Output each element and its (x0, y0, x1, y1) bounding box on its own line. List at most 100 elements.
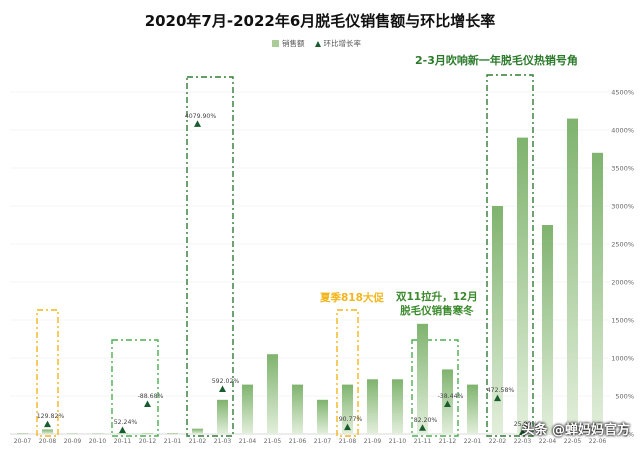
growth-label-20-11: 52.24% (114, 419, 138, 426)
box-21-08 (336, 309, 359, 437)
growth-label-21-08: 90.77% (339, 416, 363, 423)
bar-21-02 (192, 428, 203, 434)
watermark: 头条 @蝉妈妈官方 (521, 423, 630, 438)
growth-marker-21-03 (219, 385, 226, 393)
bar-21-07 (317, 399, 328, 434)
growth-marker-22-02 (494, 394, 501, 402)
bar-21-09 (367, 379, 378, 434)
box-20-11-12 (111, 339, 159, 437)
bar-22-04 (542, 225, 553, 434)
x-tick-label: 21-04 (239, 438, 257, 445)
gridlines (10, 91, 610, 435)
x-tick-label: 21-07 (314, 438, 332, 445)
legend-item-sales: 销售额 (272, 38, 305, 49)
bar-21-10 (392, 379, 403, 434)
x-tick-label: 21-01 (164, 438, 182, 445)
growth-marker-21-02 (194, 120, 201, 127)
growth-marker-20-12 (144, 400, 151, 407)
y-right-tick-label: 1500% (611, 317, 634, 325)
x-tick-label: 21-11 (414, 438, 432, 445)
bar-20-07 (17, 433, 28, 434)
y-right-tick-label: 2500% (611, 241, 634, 249)
bar-21-03 (217, 399, 228, 434)
annotation-double11: 双11拉升，12月 脱毛仪销售寒冬 (396, 290, 478, 318)
x-tick-label: 20-10 (89, 438, 107, 445)
bar-21-01 (167, 433, 178, 434)
growth-marker-21-11 (419, 424, 426, 431)
x-tick-label: 20-07 (14, 438, 32, 445)
chart-title: 2020年7月-2022年6月脱毛仪销售额与环比增长率 (144, 12, 496, 30)
x-tick-label: 22-05 (564, 438, 582, 445)
bar-22-05 (567, 118, 578, 434)
box-20-08 (36, 309, 59, 437)
growth-label-20-08: 129.82% (37, 413, 65, 420)
box-21-11-12 (411, 339, 459, 437)
growth-marker-21-12 (444, 400, 451, 407)
bar-20-08 (42, 429, 53, 434)
annotation-boxes (36, 74, 534, 437)
annotation-summer: 夏季818大促 (320, 292, 384, 304)
bar-22-06 (592, 152, 603, 435)
bar-21-11 (417, 323, 428, 434)
bar-21-06 (292, 384, 303, 434)
x-tick-label: 21-02 (189, 438, 207, 445)
x-tick-label: 20-11 (114, 438, 132, 445)
bar-20-09 (67, 433, 78, 434)
x-tick-label: 21-08 (339, 438, 357, 445)
x-tick-label: 22-06 (589, 438, 607, 445)
y-right-tick-label: 4000% (611, 127, 634, 135)
box-22-02-03 (486, 74, 534, 437)
x-tick-label: 20-08 (39, 438, 57, 445)
legend: 销售额 环比增长率 (272, 38, 361, 49)
x-tick-label: 22-02 (489, 438, 507, 445)
annotation-double11-line2: 脱毛仪销售寒冬 (400, 305, 474, 317)
y-right-tick-label: 0% (624, 431, 634, 439)
annotation-double11-line1: 双11拉升，12月 (396, 291, 478, 303)
bar-20-10 (92, 433, 103, 434)
x-tick-label: 22-01 (464, 438, 482, 445)
x-tick-label: 21-06 (289, 438, 307, 445)
legend-triangle-icon (314, 40, 321, 47)
bar-22-01 (467, 384, 478, 434)
y-right-tick-label: 500% (615, 393, 634, 401)
y-right-tick-label: 3500% (611, 165, 634, 173)
x-tick-label: 21-12 (439, 438, 457, 445)
x-tick-label: 22-04 (539, 438, 557, 445)
x-tick-label: 21-03 (214, 438, 232, 445)
x-tick-label: 20-12 (139, 438, 157, 445)
y-right-tick-label: 2000% (611, 279, 634, 287)
x-tick-label: 20-09 (64, 438, 82, 445)
y-right-tick-label: 4500% (611, 89, 634, 97)
growth-marker-22-03 (519, 428, 526, 436)
x-tick-label: 22-03 (514, 438, 532, 445)
growth-label-20-12: -88.68% (138, 393, 164, 400)
legend-label-sales: 销售额 (282, 39, 305, 48)
growth-label-21-11: 82.20% (414, 417, 438, 424)
box-21-02-03 (186, 76, 234, 437)
bar-21-04 (242, 384, 253, 434)
x-tick-label: 21-09 (364, 438, 382, 445)
bar-22-03 (517, 137, 528, 434)
bar-20-11 (117, 433, 128, 434)
legend-swatch-sales (272, 40, 279, 47)
growth-label-21-02: 4079.90% (185, 113, 217, 120)
bar-22-02 (492, 206, 503, 434)
annotation-spring: 2-3月吹响新一年脱毛仪热销号角 (415, 54, 578, 67)
legend-label-growth: 环比增长率 (323, 39, 362, 48)
growth-markers: 129.82% 52.24% -88.68% 4079.90% 592.02% 90.77… (37, 113, 538, 436)
x-tick-labels: 20-07 20-08 20-09 20-10 20-11 20-12 21-01 21-02… (14, 438, 607, 445)
growth-marker-20-08 (44, 420, 51, 428)
bar-21-05 (267, 354, 278, 434)
y-right-tick-labels: 0% 500% 1000% 1500% 2000% 2500% 3000% 3500% 4000… (611, 89, 634, 439)
y-right-tick-label: 3000% (611, 203, 634, 211)
bar-20-12 (142, 433, 153, 434)
bar-21-08 (342, 384, 353, 434)
growth-label-21-03: 592.02% (212, 378, 240, 385)
bars (17, 118, 603, 435)
growth-marker-21-08 (344, 423, 351, 431)
growth-label-22-03: 25.89% (514, 421, 538, 428)
x-tick-label: 21-10 (389, 438, 407, 445)
growth-label-22-02: 472.58% (487, 387, 515, 394)
legend-item-growth: 环比增长率 (314, 38, 362, 49)
